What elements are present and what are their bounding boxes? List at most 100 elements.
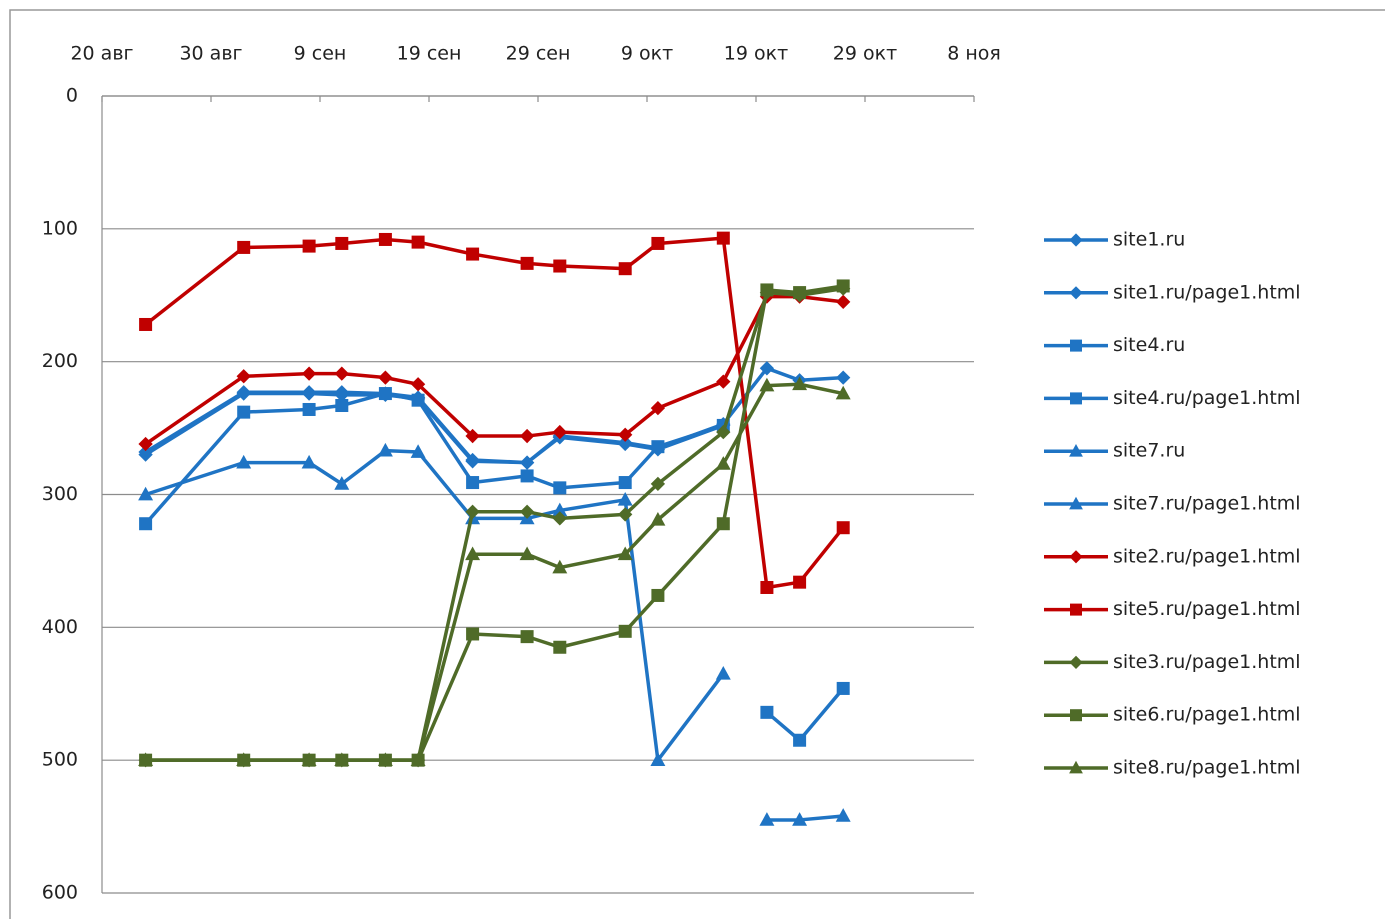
legend-label: site7.ru/page1.html [1113,493,1301,515]
legend-marker [1070,603,1082,616]
data-point [237,405,251,419]
y-tick-label: 300 [42,483,78,505]
y-tick-label: 100 [42,217,78,239]
data-point [715,666,731,680]
data-point [520,256,534,270]
data-point [139,517,153,531]
data-point [792,812,808,826]
data-point [519,455,535,470]
data-point [138,447,153,462]
data-point [650,476,666,492]
data-point [792,376,808,391]
data-point [519,504,535,519]
data-point [759,812,775,826]
data-point [650,511,666,526]
data-point [793,286,807,300]
data-point [760,283,774,297]
legend-marker [1069,496,1083,510]
data-point [618,624,632,638]
x-tick-label: 30 авг [179,43,242,65]
legend-label: site6.ru/page1.html [1113,704,1301,726]
legend-marker [1070,339,1082,352]
data-point [520,469,534,483]
data-point [617,492,633,506]
data-point [836,294,851,310]
data-point [236,369,251,384]
data-point [465,546,481,561]
data-point [334,387,349,403]
data-point [465,428,480,444]
data-point [138,752,154,767]
data-point [836,279,850,293]
data-point [651,236,665,250]
x-tick-label: 8 ноя [947,43,1001,65]
data-point [411,235,425,249]
data-point [236,386,251,401]
data-point [552,502,568,517]
data-point [651,588,665,602]
legend-marker [1069,444,1083,457]
data-point [835,385,851,400]
data-point [553,481,567,495]
data-point [301,752,317,767]
data-point [716,424,731,440]
y-tick-label: 500 [42,749,78,771]
data-point [553,259,567,273]
data-point [836,370,851,385]
data-point [334,752,350,767]
legend-marker [1069,286,1083,300]
legend-label: site3.ru/page1.html [1113,651,1301,673]
legend-marker [1069,233,1083,247]
data-point [553,640,567,654]
legend-label: site1.ru/page1.html [1113,281,1301,303]
data-point [302,239,316,253]
data-point [410,752,426,767]
data-point [377,752,393,767]
legend-marker [1070,392,1082,405]
data-point [836,521,850,535]
legend-marker [1069,655,1083,669]
data-point [466,247,480,261]
legend-marker [1070,709,1082,722]
y-tick-label: 600 [42,882,78,904]
legend-marker [1069,550,1083,564]
data-point [618,507,633,522]
data-point [466,627,480,641]
data-point [836,681,850,695]
x-tick-label: 19 окт [724,43,788,65]
x-tick-label: 29 окт [833,43,897,65]
legend-marker [1069,760,1083,774]
data-point [334,476,350,490]
data-point [378,387,392,401]
data-point [138,486,154,501]
data-point [650,752,666,767]
data-point [378,232,392,246]
data-point [410,377,426,392]
data-point [301,366,317,381]
x-tick-label: 19 сен [397,43,462,65]
data-point [760,705,774,719]
x-tick-label: 9 окт [621,43,673,65]
data-point [835,808,851,822]
legend-label: site4.ru [1113,334,1185,356]
data-point [465,454,480,469]
chart-frame [9,9,1385,919]
data-point [759,361,775,376]
legend-label: site4.ru/page1.html [1113,387,1301,409]
data-point [236,454,252,469]
data-point [138,436,153,452]
y-tick-label: 400 [42,616,78,638]
data-point [410,444,426,458]
x-tick-label: 29 сен [506,43,571,65]
y-tick-label: 0 [66,85,78,107]
data-point [715,456,731,470]
data-point [617,546,633,561]
data-point [411,393,425,407]
data-point [716,374,731,389]
data-point [793,733,807,747]
data-point [301,454,317,469]
data-point [716,231,730,245]
data-point [139,317,153,331]
